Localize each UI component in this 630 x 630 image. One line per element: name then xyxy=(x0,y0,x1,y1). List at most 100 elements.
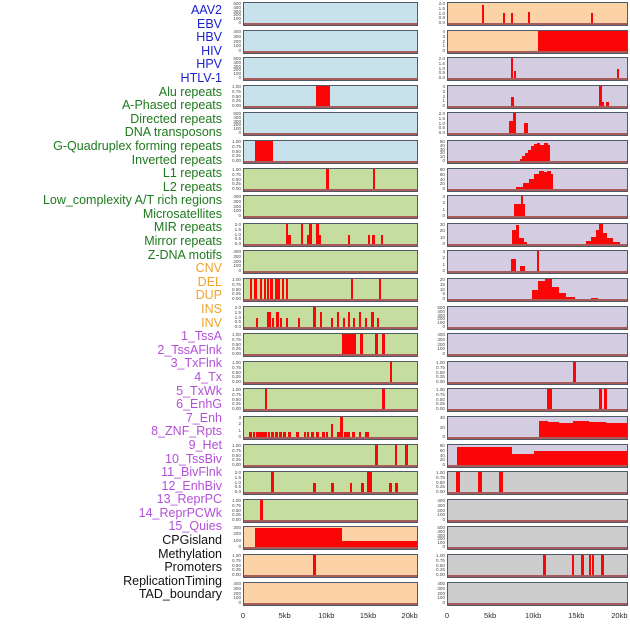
ytick-label: 200 xyxy=(233,12,241,17)
signal-bar xyxy=(558,423,574,439)
signal-bar xyxy=(365,431,369,439)
signal-bar xyxy=(543,172,548,191)
signal-bar xyxy=(347,234,351,246)
ytick-label: 1.5 xyxy=(234,226,241,232)
ytick-label: 1 xyxy=(238,428,241,433)
track-label-2-tssaflnk: 2_TssAFlnk xyxy=(157,342,222,357)
signal-bar xyxy=(326,168,329,191)
ytick-label: 1.0 xyxy=(438,66,445,72)
ytick-label: 0.00 xyxy=(232,351,241,357)
track-label-promoters: Promoters xyxy=(164,560,222,575)
left-track-3: 1.00 0.75 0.50 0.25 0.00 xyxy=(224,84,418,109)
left-track-13-plot xyxy=(243,360,418,385)
left-track-17: 2.0 1.5 1.0 0.5 0.0 xyxy=(224,471,418,496)
ytick-label: 0.0 xyxy=(438,75,445,81)
ytick-label: 0 xyxy=(238,434,241,439)
ytick-label: 0 xyxy=(442,158,445,163)
ytick-label: 0.50 xyxy=(436,397,445,403)
signal-bar xyxy=(254,141,273,163)
signal-bar xyxy=(573,421,590,439)
left-track-8-plot xyxy=(243,222,418,247)
baseline xyxy=(448,133,627,136)
signal-bar xyxy=(372,168,376,191)
baseline xyxy=(244,299,417,301)
ytick-label: 300 xyxy=(233,199,241,205)
ytick-label: 1.00 xyxy=(436,359,445,365)
right-track-16: 80 60 40 20 0 xyxy=(428,443,628,468)
baseline xyxy=(244,78,417,81)
ytick-label: 0.25 xyxy=(436,567,445,572)
ytick-label: 20 xyxy=(439,227,445,233)
track-label-ins: INS xyxy=(201,302,222,316)
ytick-label: 2 xyxy=(442,255,445,261)
ytick-label: 500 xyxy=(233,1,241,6)
left-track-12: 1.00 0.75 0.50 0.25 0.00 xyxy=(224,333,418,358)
ytick-label: 1.0 xyxy=(438,121,445,127)
ytick-label: 50 xyxy=(439,139,445,144)
signal-bar xyxy=(515,225,520,246)
track-label-inverted-repeats: Inverted repeats xyxy=(131,152,222,167)
signal-bar xyxy=(360,483,364,495)
signal-bar xyxy=(315,431,320,439)
signal-bar xyxy=(310,431,315,439)
signal-bar xyxy=(306,234,310,246)
right-track-19-yaxis: 500 400 300 200 100 0 xyxy=(428,526,446,550)
signal-bar xyxy=(267,279,270,301)
ytick-label: 0.25 xyxy=(232,346,241,352)
track-label-replicationtiming: ReplicationTiming xyxy=(123,573,222,588)
right-track-10-plot xyxy=(447,278,628,302)
track-label-mirror-repeats: Mirror repeats xyxy=(144,234,222,249)
left-track-19-plot xyxy=(243,526,418,551)
left-track-0-yaxis: 500 400 300 200 100 0 xyxy=(224,1,242,26)
ytick-label: 0.00 xyxy=(436,489,445,495)
ytick-label: 40 xyxy=(439,415,445,420)
signal-bar xyxy=(255,317,258,329)
signal-bar xyxy=(595,229,600,246)
signal-bar xyxy=(531,146,534,163)
right-track-4-yaxis: 2.0 1.5 1.0 0.5 0.0 xyxy=(428,112,446,136)
baseline xyxy=(448,575,627,577)
ytick-label: 0 xyxy=(442,323,445,329)
ytick-label: 0.25 xyxy=(436,484,445,490)
ytick-label: 400 xyxy=(437,529,445,535)
signal-bar xyxy=(309,223,312,246)
baseline xyxy=(244,381,417,384)
ytick-label: 200 xyxy=(233,38,241,44)
signal-bar xyxy=(521,196,524,219)
signal-bar xyxy=(351,279,354,301)
ytick-label: 20 xyxy=(439,277,445,282)
ytick-label: 15 xyxy=(439,282,445,287)
right-track-2-yaxis: 2.0 1.5 1.0 0.5 0.0 xyxy=(428,57,446,81)
signal-bar xyxy=(285,317,288,329)
xtick-label: 5kb xyxy=(484,611,497,621)
ytick-label: 0 xyxy=(442,185,445,191)
signal-bar xyxy=(558,293,567,301)
right-track-10-yaxis: 20 15 10 5 0 xyxy=(428,277,446,302)
ytick-label: 0.75 xyxy=(232,88,241,94)
right-track-20-plot xyxy=(447,554,628,578)
left-track-1-yaxis: 400 300 200 100 0 xyxy=(224,29,242,54)
ytick-label: 0.5 xyxy=(234,318,241,324)
ytick-label: 0 xyxy=(442,240,445,246)
baseline xyxy=(448,326,627,329)
ytick-label: 300 xyxy=(233,254,241,260)
signal-bar xyxy=(607,238,613,246)
ytick-label: 0 xyxy=(238,130,241,136)
baseline xyxy=(244,575,417,577)
signal-bar xyxy=(605,422,627,439)
ytick-label: 3 xyxy=(442,249,445,255)
left-track-17-yaxis: 2.0 1.5 1.0 0.5 0.0 xyxy=(224,471,242,495)
ytick-label: 200 xyxy=(437,315,445,321)
signal-bar xyxy=(382,389,385,412)
baseline xyxy=(448,464,627,467)
right-track-6-yaxis: 80 60 40 20 0 xyxy=(428,167,446,192)
ytick-label: 2 xyxy=(238,421,241,426)
baseline xyxy=(244,326,417,329)
track-label-alu-repeats: Alu repeats xyxy=(158,84,222,99)
ytick-label: 2 xyxy=(442,200,445,206)
track-label-hiv: HIV xyxy=(201,43,222,58)
